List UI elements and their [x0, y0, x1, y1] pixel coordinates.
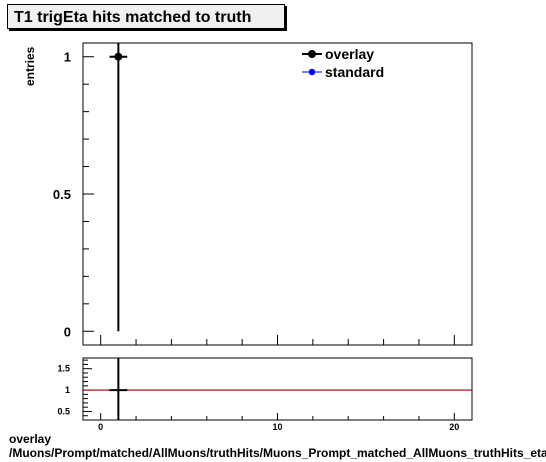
footer-path: /Muons/Prompt/matched/AllMuons/truthHits…	[9, 446, 546, 460]
legend-marker-overlay	[308, 50, 316, 58]
legend-marker-standard	[308, 68, 316, 76]
ratio-plot-frame	[82, 357, 473, 421]
legend-label-overlay: overlay	[325, 46, 374, 62]
footer-dataset: overlay	[9, 432, 52, 446]
ratio-x-tick-label: 0	[98, 422, 103, 432]
legend-label-standard: standard	[325, 64, 384, 80]
chart-title: T1 trigEta hits matched to truth	[7, 4, 285, 29]
y-tick-label: 0.5	[53, 187, 71, 202]
overlay-data-point	[114, 52, 123, 61]
y-tick-label: 0	[64, 324, 71, 339]
ratio-x-tick-label: 10	[272, 422, 282, 432]
ratio-y-tick-label: 1.5	[57, 364, 70, 374]
ratio-y-tick-label: 1	[65, 385, 70, 395]
ratio-x-tick-label: 20	[449, 422, 459, 432]
y-tick-label: 1	[64, 50, 71, 65]
ratio-y-tick-label: 0.5	[57, 406, 70, 416]
main-plot-frame	[82, 42, 473, 346]
